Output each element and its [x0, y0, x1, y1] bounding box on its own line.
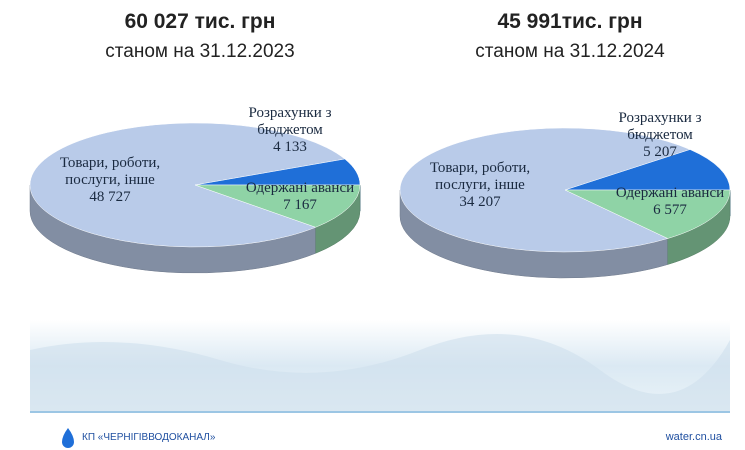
slice-name: Розрахунки з бюджетом	[590, 110, 730, 144]
chart-title: 60 027 тис. грн	[125, 10, 276, 33]
chart-title: 45 991тис. грн	[497, 10, 642, 33]
slice-name: Розрахунки з бюджетом	[220, 105, 360, 139]
slice-name: Одержані аванси	[230, 180, 370, 197]
slice-name: Товари, роботи, послуги, інше	[410, 160, 550, 194]
chart-subtitle: станом на 31.12.2024	[475, 41, 665, 62]
footer-organization: КП «ЧЕРНІГІВВОДОКАНАЛ»	[82, 432, 216, 443]
logo	[62, 428, 74, 448]
slice-value: 4 133	[220, 139, 360, 156]
slice-value: 5 207	[590, 144, 730, 161]
slice-name: Товари, роботи, послуги, інше	[40, 155, 180, 189]
footer-website: water.cn.ua	[665, 431, 723, 443]
chart-subtitle: станом на 31.12.2023	[105, 41, 294, 62]
slice-value: 48 727	[40, 189, 180, 206]
slice-value: 6 577	[600, 202, 740, 219]
slice-name: Одержані аванси	[600, 185, 740, 202]
slice-value: 7 167	[230, 197, 370, 214]
slide: КП «ЧЕРНІГІВВОДОКАНАЛ» water.cn.ua 60 02…	[0, 0, 745, 450]
slice-value: 34 207	[410, 194, 550, 211]
